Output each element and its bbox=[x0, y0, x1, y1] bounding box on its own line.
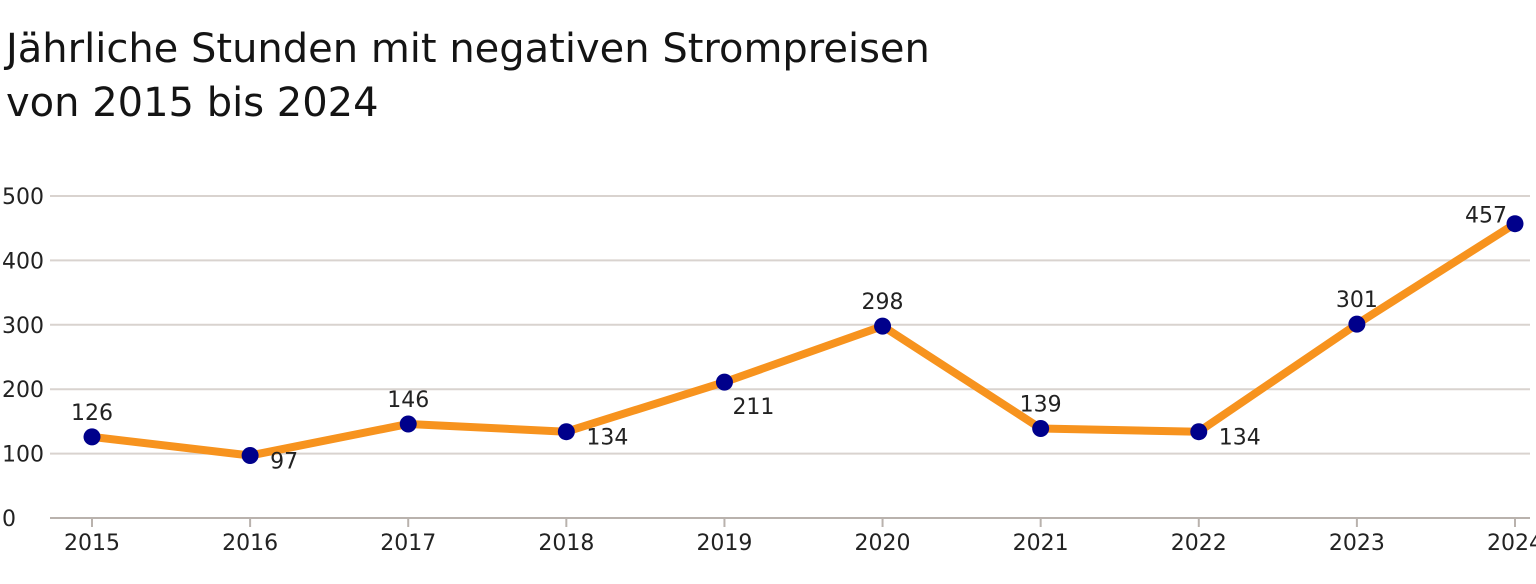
data-point-2022 bbox=[1190, 423, 1208, 441]
data-point-2021 bbox=[1032, 419, 1050, 437]
gridlines bbox=[50, 195, 1530, 519]
data-label-2018: 134 bbox=[586, 426, 628, 451]
y-axis-ticks: 0 100 200 300 400 500 bbox=[2, 185, 44, 532]
data-label-2017: 146 bbox=[387, 388, 429, 413]
data-label-2016: 97 bbox=[270, 450, 298, 475]
data-labels: 126 97 146 134 211 298 139 134 301 457 bbox=[71, 204, 1507, 475]
series-markers bbox=[83, 215, 1524, 465]
data-label-2024: 457 bbox=[1465, 204, 1507, 229]
data-label-2019: 211 bbox=[732, 395, 774, 420]
y-tick-label-300: 300 bbox=[2, 314, 44, 339]
x-tick-label-2016: 2016 bbox=[222, 531, 278, 556]
data-label-2020: 298 bbox=[862, 290, 904, 315]
x-tick-label-2023: 2023 bbox=[1329, 531, 1385, 556]
data-point-2023 bbox=[1348, 315, 1366, 333]
x-axis-ticks: 2015 2016 2017 2018 2019 2020 2021 2022 2023 2024 bbox=[64, 518, 1536, 556]
data-label-2015: 126 bbox=[71, 401, 113, 426]
series-line-0 bbox=[88, 219, 1519, 460]
data-label-2023: 301 bbox=[1336, 288, 1378, 313]
y-tick-label-0: 0 bbox=[2, 507, 16, 532]
y-tick-label-500: 500 bbox=[2, 185, 44, 210]
data-point-2015 bbox=[83, 428, 101, 446]
data-point-2018 bbox=[557, 423, 575, 441]
data-point-2020 bbox=[874, 317, 892, 335]
chart-title-line-2: von 2015 bis 2024 bbox=[6, 80, 379, 126]
data-point-2017 bbox=[399, 415, 417, 433]
x-tick-label-2015: 2015 bbox=[64, 531, 120, 556]
series-line bbox=[88, 219, 1519, 460]
y-tick-label-200: 200 bbox=[2, 378, 44, 403]
x-tick-label-2020: 2020 bbox=[855, 531, 911, 556]
data-label-2021: 139 bbox=[1020, 392, 1062, 417]
data-label-2022: 134 bbox=[1219, 426, 1261, 451]
data-point-2016 bbox=[241, 447, 259, 465]
y-tick-label-100: 100 bbox=[2, 443, 44, 468]
x-tick-label-2024: 2024 bbox=[1487, 531, 1536, 556]
x-tick-label-2018: 2018 bbox=[538, 531, 594, 556]
x-tick-label-2021: 2021 bbox=[1013, 531, 1069, 556]
chart-title: Jährliche Stunden mit negativen Strompre… bbox=[6, 22, 930, 130]
chart-title-line-1: Jährliche Stunden mit negativen Strompre… bbox=[6, 26, 930, 72]
data-point-2024 bbox=[1506, 215, 1524, 233]
y-tick-label-400: 400 bbox=[2, 249, 44, 274]
x-tick-label-2022: 2022 bbox=[1171, 531, 1227, 556]
x-tick-label-2017: 2017 bbox=[380, 531, 436, 556]
x-tick-label-2019: 2019 bbox=[696, 531, 752, 556]
data-point-2019 bbox=[715, 373, 733, 391]
